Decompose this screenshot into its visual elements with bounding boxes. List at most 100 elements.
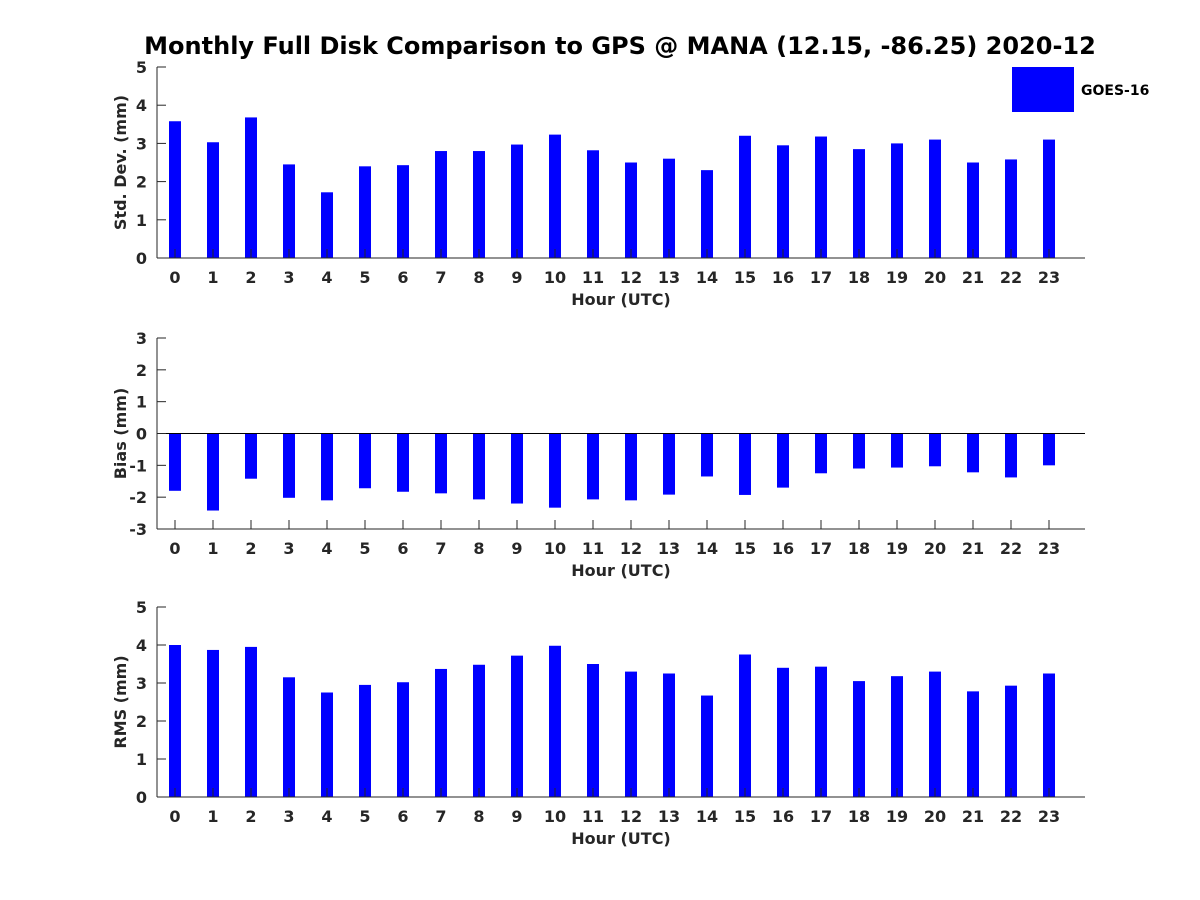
y-axis-label: RMS (mm) [111, 655, 130, 748]
x-tick-label: 18 [848, 807, 870, 826]
x-tick-label: 1 [207, 268, 218, 287]
bar-hour-21 [967, 162, 979, 258]
bar-hour-2 [245, 117, 257, 258]
x-tick-label: 10 [544, 807, 566, 826]
bar-hour-1 [207, 142, 219, 258]
x-tick-label: 9 [511, 807, 522, 826]
x-tick-label: 15 [734, 268, 756, 287]
y-tick-label: -1 [129, 456, 147, 475]
y-tick-label: 3 [136, 134, 147, 153]
bar-hour-1 [207, 649, 219, 797]
bar-hour-14 [701, 433, 713, 477]
x-tick-label: 10 [544, 539, 566, 558]
bar-hour-13 [663, 158, 675, 258]
x-tick-label: 12 [620, 539, 642, 558]
bar-hour-17 [815, 433, 827, 474]
x-tick-label: 2 [245, 807, 256, 826]
y-tick-label: 2 [136, 173, 147, 192]
x-axis-label: Hour (UTC) [571, 829, 671, 848]
x-tick-label: 22 [1000, 807, 1022, 826]
x-tick-label: 3 [283, 268, 294, 287]
y-tick-label: 1 [136, 211, 147, 230]
bar-hour-23 [1043, 139, 1055, 258]
x-tick-label: 19 [886, 268, 908, 287]
x-tick-label: 19 [886, 539, 908, 558]
y-tick-label: 1 [136, 750, 147, 769]
bar-hour-18 [853, 433, 865, 469]
bar-hour-8 [473, 664, 485, 797]
x-tick-label: 0 [169, 807, 180, 826]
bar-hour-16 [777, 667, 789, 797]
x-tick-label: 1 [207, 539, 218, 558]
x-tick-label: 21 [962, 268, 984, 287]
bar-hour-11 [587, 664, 599, 797]
bar-hour-4 [321, 192, 333, 258]
bar-hour-6 [397, 682, 409, 797]
bar-hour-19 [891, 143, 903, 258]
legend: GOES-16 [1012, 67, 1149, 112]
x-tick-label: 9 [511, 539, 522, 558]
x-tick-label: 16 [772, 807, 794, 826]
y-tick-label: 5 [136, 58, 147, 77]
legend-label: GOES-16 [1081, 83, 1149, 99]
x-tick-label: 11 [582, 268, 604, 287]
bar-hour-15 [739, 654, 751, 797]
x-tick-label: 2 [245, 539, 256, 558]
bar-hour-18 [853, 681, 865, 797]
bar-hour-8 [473, 433, 485, 500]
bar-hour-2 [245, 433, 257, 479]
x-tick-label: 10 [544, 268, 566, 287]
bar-hour-9 [511, 144, 523, 258]
bar-hour-9 [511, 655, 523, 797]
bar-hour-12 [625, 162, 637, 258]
x-tick-label: 6 [397, 268, 408, 287]
x-tick-label: 8 [473, 268, 484, 287]
x-tick-label: 20 [924, 807, 946, 826]
x-tick-label: 5 [359, 807, 370, 826]
x-tick-label: 15 [734, 807, 756, 826]
bar-hour-0 [169, 645, 181, 797]
bar-hour-11 [587, 433, 599, 500]
bar-hour-5 [359, 684, 371, 797]
bar-hour-20 [929, 671, 941, 797]
x-tick-label: 7 [435, 268, 446, 287]
x-tick-label: 6 [397, 539, 408, 558]
bar-hour-20 [929, 433, 941, 467]
y-tick-label: 2 [136, 361, 147, 380]
x-tick-label: 14 [696, 539, 718, 558]
x-tick-label: 2 [245, 268, 256, 287]
y-tick-label: -3 [129, 520, 147, 539]
x-tick-label: 8 [473, 539, 484, 558]
bar-hour-14 [701, 695, 713, 797]
bar-hour-19 [891, 676, 903, 797]
y-tick-label: 0 [136, 425, 147, 444]
bar-hour-7 [435, 668, 447, 797]
bar-hour-10 [549, 134, 561, 258]
x-tick-label: 23 [1038, 268, 1060, 287]
bar-hour-9 [511, 433, 523, 504]
y-axis-label: Std. Dev. (mm) [111, 95, 130, 230]
x-tick-label: 16 [772, 539, 794, 558]
x-tick-label: 23 [1038, 807, 1060, 826]
bar-hour-22 [1005, 433, 1017, 478]
x-tick-label: 7 [435, 539, 446, 558]
y-tick-label: 0 [136, 249, 147, 268]
y-tick-label: 5 [136, 598, 147, 617]
bar-hour-21 [967, 433, 979, 473]
x-tick-label: 16 [772, 268, 794, 287]
bar-hour-14 [701, 170, 713, 258]
x-tick-label: 1 [207, 807, 218, 826]
x-tick-label: 15 [734, 539, 756, 558]
x-tick-label: 22 [1000, 268, 1022, 287]
x-tick-label: 6 [397, 807, 408, 826]
y-tick-label: 3 [136, 674, 147, 693]
x-tick-label: 7 [435, 807, 446, 826]
y-tick-label: 3 [136, 329, 147, 348]
y-tick-label: 1 [136, 393, 147, 412]
x-tick-label: 21 [962, 539, 984, 558]
x-tick-label: 13 [658, 268, 680, 287]
